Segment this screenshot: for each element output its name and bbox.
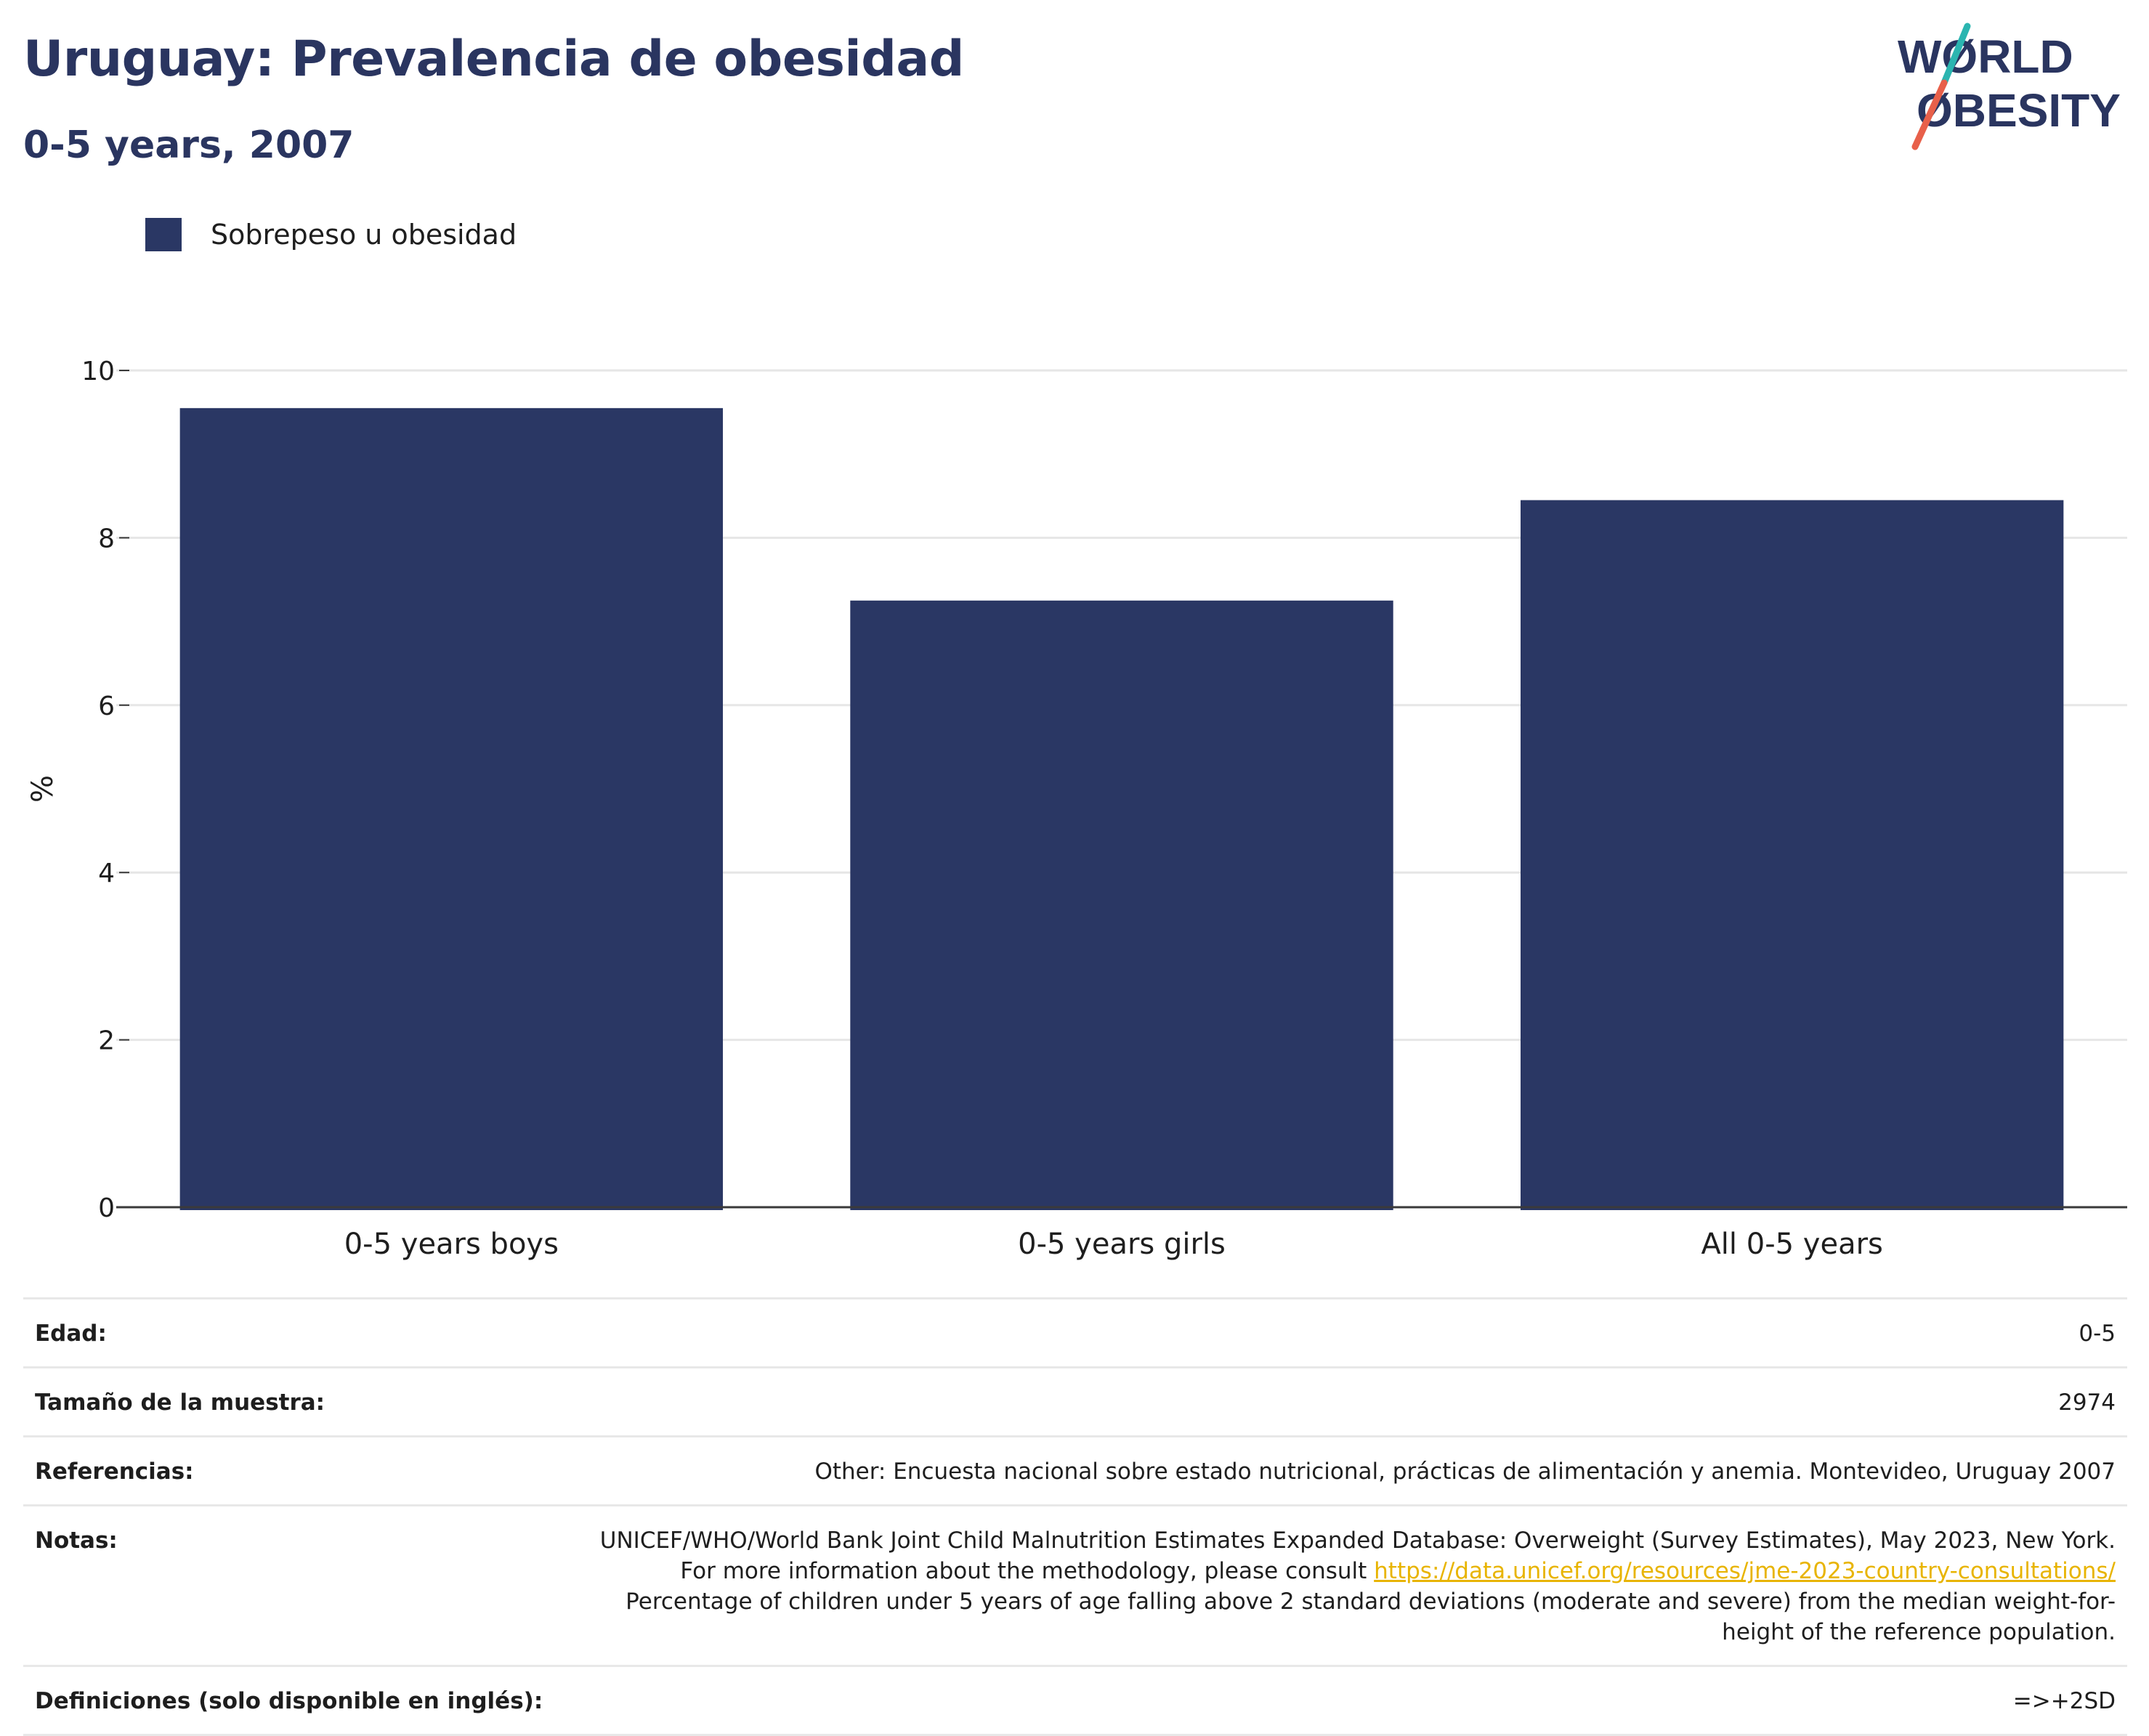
meta-value: Other: Encuesta nacional sobre estado nu… <box>814 1459 2116 1485</box>
y-tick-label: 6 <box>98 691 115 721</box>
metadata-table: Edad: 0-5 Tamaño de la muestra: 2974 Ref… <box>23 1297 2127 1736</box>
bar-chart: 0 2 4 6 8 10% 0-5 years boys 0-5 years girls All… <box>26 357 2127 1261</box>
chart-title: Uruguay: Prevalencia de obesidad <box>23 31 964 88</box>
meta-row-notes: Notas: UNICEF/WHO/World Bank Joint Child… <box>23 1504 2127 1665</box>
meta-row-sample-size: Tamaño de la muestra: 2974 <box>23 1366 2127 1435</box>
bar <box>1520 500 2064 1210</box>
chart-legend: Sobrepeso u obesidad <box>145 218 517 251</box>
logo-line-2: ØBESITY <box>1917 84 2121 137</box>
bar <box>850 600 1393 1210</box>
meta-value: 0-5 <box>2079 1321 2116 1347</box>
meta-value: 2974 <box>2058 1390 2116 1416</box>
meta-key: Definiciones (solo disponible en inglés)… <box>35 1688 543 1714</box>
y-tick-label: 4 <box>98 859 115 888</box>
x-tick-label: 0-5 years boys <box>344 1228 559 1261</box>
y-tick-label: 10 <box>81 357 115 386</box>
legend-label: Sobrepeso u obesidad <box>211 219 517 251</box>
x-tick-label: 0-5 years girls <box>1018 1228 1226 1261</box>
logo-line-1: WØRLD <box>1898 31 2073 83</box>
notes-text-continued: Percentage of children under 5 years of … <box>626 1589 2116 1645</box>
meta-row-definitions: Definiciones (solo disponible en inglés)… <box>23 1665 2127 1736</box>
meta-key: Edad: <box>35 1321 107 1347</box>
y-tick-label: 8 <box>98 524 115 553</box>
bar <box>179 407 724 1210</box>
meta-key: Tamaño de la muestra: <box>35 1390 325 1416</box>
meta-value: =>+2SD <box>2012 1688 2116 1714</box>
meta-value: UNICEF/WHO/World Bank Joint Child Malnut… <box>583 1525 2116 1647</box>
notes-text: UNICEF/WHO/World Bank Joint Child Malnut… <box>599 1528 2116 1584</box>
meta-key: Referencias: <box>35 1459 194 1485</box>
y-tick-label: 0 <box>98 1193 115 1223</box>
y-axis-title: % <box>26 775 60 803</box>
meta-row-age: Edad: 0-5 <box>23 1297 2127 1366</box>
meta-row-references: Referencias: Other: Encuesta nacional so… <box>23 1435 2127 1504</box>
world-obesity-logo: WØRLD ØBESITY <box>1898 23 2121 150</box>
chart-subtitle: 0-5 years, 2007 <box>23 123 355 167</box>
methodology-link[interactable]: https://data.unicef.org/resources/jme-20… <box>1374 1558 2116 1584</box>
meta-key: Notas: <box>35 1528 118 1554</box>
y-tick-label: 2 <box>98 1026 115 1056</box>
x-tick-label: All 0-5 years <box>1701 1228 1882 1261</box>
legend-swatch <box>145 218 182 251</box>
